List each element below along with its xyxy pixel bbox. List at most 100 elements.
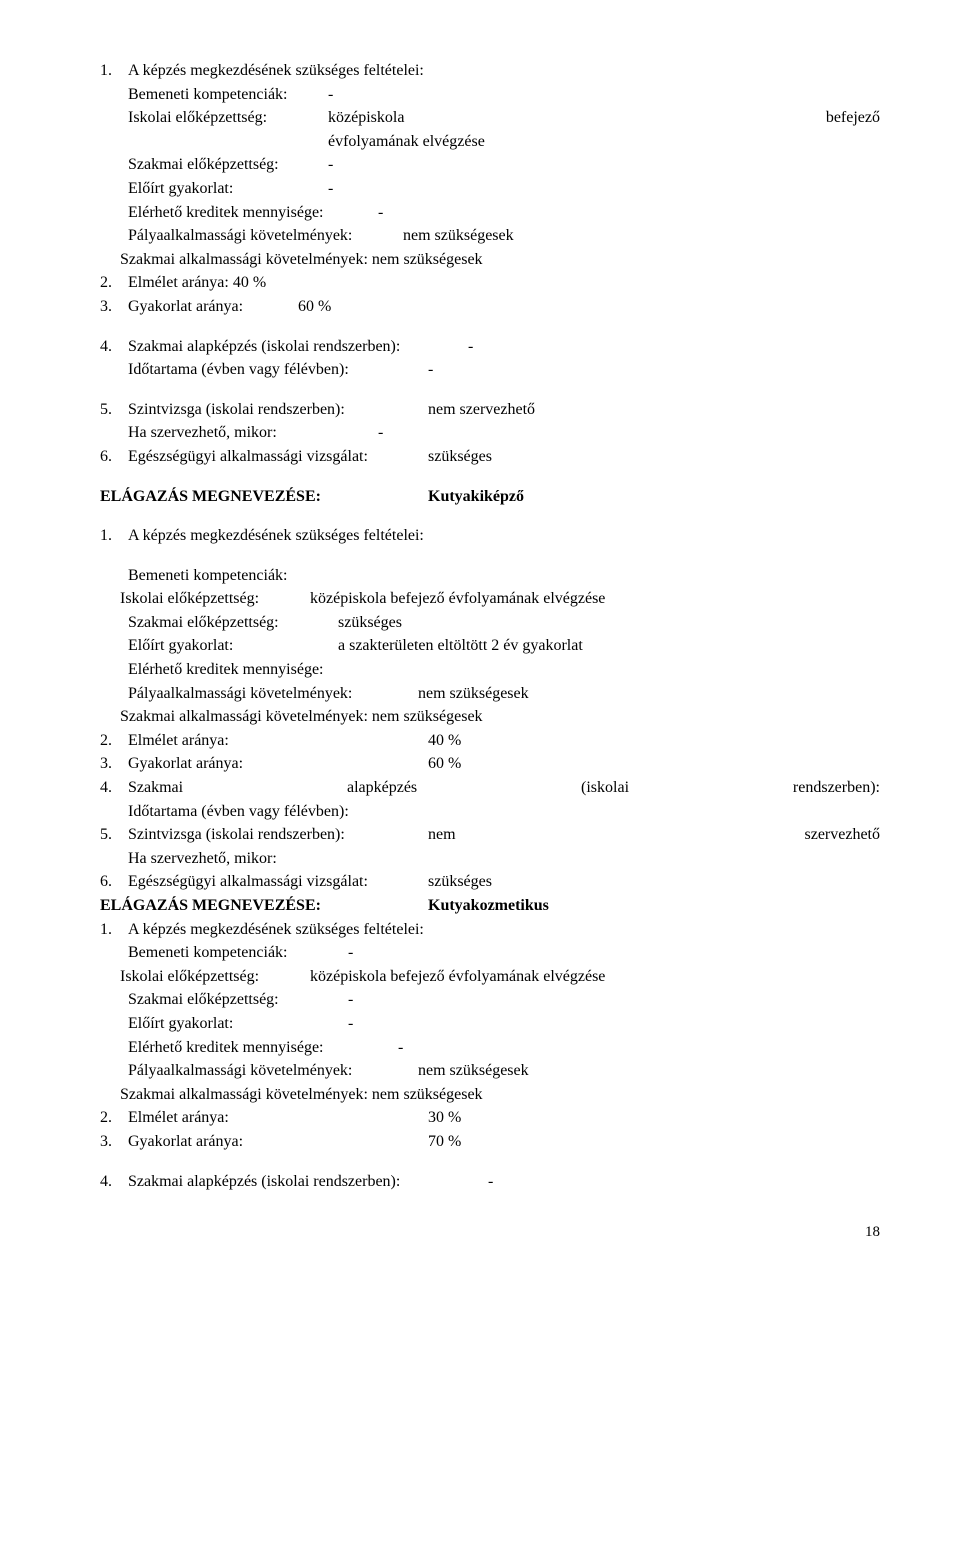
num: 1. xyxy=(100,525,128,547)
label: Szakmai alapképzés (iskolai rendszerben)… xyxy=(128,336,468,358)
label: ELÁGAZÁS MEGNEVEZÉSE: xyxy=(100,895,428,917)
num: 6. xyxy=(100,871,128,893)
sec2-ie: Iskolai előképzettség: középiskola befej… xyxy=(100,588,880,610)
sec2-bk: Bemeneti kompetenciák: xyxy=(100,565,880,587)
sec2-item5b: Ha szervezhető, mikor: xyxy=(100,848,880,870)
value: nem szervezhető xyxy=(428,399,535,421)
sec3-sak: Szakmai alkalmassági követelmények: nem … xyxy=(100,1084,880,1106)
text: A képzés megkezdésének szükséges feltéte… xyxy=(128,525,424,547)
value: 60 % xyxy=(428,753,461,775)
label: Elmélet aránya: xyxy=(128,1107,428,1129)
sec2-ek: Elérhető kreditek mennyisége: xyxy=(100,659,880,681)
value: a szakterületen eltöltött 2 év gyakorlat xyxy=(338,635,583,657)
label: Szintvizsga (iskolai rendszerben): xyxy=(128,824,428,846)
sec1-se: Szakmai előképzettség: - xyxy=(100,154,880,176)
value: - xyxy=(328,154,333,176)
value: középiskola befejező évfolyamának elvégz… xyxy=(310,588,605,610)
sec2-item6: 6. Egészségügyi alkalmassági vizsgálat: … xyxy=(100,871,880,893)
sec2-item3: 3. Gyakorlat aránya: 60 % xyxy=(100,753,880,775)
num: 5. xyxy=(100,399,128,421)
num: 1. xyxy=(100,60,128,82)
value: - xyxy=(328,84,333,106)
label: Előírt gyakorlat: xyxy=(128,1013,348,1035)
label: Egészségügyi alkalmassági vizsgálat: xyxy=(128,446,428,468)
value: 70 % xyxy=(428,1131,461,1153)
sec1-ie-line2: évfolyamának elvégzése xyxy=(100,131,880,153)
num: 2. xyxy=(100,272,128,294)
value: nem szükségesek xyxy=(403,225,514,247)
label: Iskolai előképzettség: xyxy=(120,588,310,610)
sec2-se: Szakmai előképzettség: szükséges xyxy=(100,612,880,634)
label: Időtartama (évben vagy félévben): xyxy=(128,359,428,381)
value: szükséges xyxy=(428,446,492,468)
sec3-bk: Bemeneti kompetenciák: - xyxy=(100,942,880,964)
value: középiskola befejező évfolyamának elvégz… xyxy=(310,966,605,988)
sec1-eg: Előírt gyakorlat: - xyxy=(100,178,880,200)
sec1-item4: 4. Szakmai alapképzés (iskolai rendszerb… xyxy=(100,336,880,358)
branch1-title: ELÁGAZÁS MEGNEVEZÉSE: Kutyakiképző xyxy=(100,486,880,508)
sec3-ie: Iskolai előképzettség: középiskola befej… xyxy=(100,966,880,988)
sec1-item1: 1. A képzés megkezdésének szükséges felt… xyxy=(100,60,880,82)
w2: alapképzés xyxy=(347,777,417,799)
label: Gyakorlat aránya: xyxy=(128,1131,428,1153)
label: Előírt gyakorlat: xyxy=(128,178,328,200)
label: Elérhető kreditek mennyisége: xyxy=(128,202,378,224)
num: 3. xyxy=(100,296,128,318)
sec3-pk: Pályaalkalmassági követelmények: nem szü… xyxy=(100,1060,880,1082)
sec3-item4: 4. Szakmai alapképzés (iskolai rendszerb… xyxy=(100,1171,880,1193)
value: 60 % xyxy=(298,296,331,318)
w1: Szakmai xyxy=(128,777,183,799)
sec1-item5: 5. Szintvizsga (iskolai rendszerben): ne… xyxy=(100,399,880,421)
label: Gyakorlat aránya: xyxy=(128,753,428,775)
sec2-item4: 4.Szakmai alapképzés (iskolai rendszerbe… xyxy=(100,777,880,799)
value: szükséges xyxy=(338,612,402,634)
sec2-sak: Szakmai alkalmassági követelmények: nem … xyxy=(100,706,880,728)
value: - xyxy=(378,422,383,444)
sec3-item2: 2. Elmélet aránya: 30 % xyxy=(100,1107,880,1129)
num: 4. xyxy=(100,1171,128,1193)
value: - xyxy=(328,178,333,200)
sec1-pk: Pályaalkalmassági követelmények: nem szü… xyxy=(100,225,880,247)
text: A képzés megkezdésének szükséges feltéte… xyxy=(128,919,424,941)
label: Bemeneti kompetenciák: xyxy=(128,84,328,106)
value: 30 % xyxy=(428,1107,461,1129)
value: - xyxy=(348,1013,353,1035)
value: nem xyxy=(428,824,456,846)
label: Szakmai előképzettség: xyxy=(128,154,328,176)
num: 5. xyxy=(100,824,128,846)
value: nem szükségesek xyxy=(418,1060,529,1082)
sec1-item6: 6. Egészségügyi alkalmassági vizsgálat: … xyxy=(100,446,880,468)
value-right: befejező xyxy=(826,107,880,129)
sec3-eg: Előírt gyakorlat: - xyxy=(100,1013,880,1035)
sec1-ek: Elérhető kreditek mennyisége: - xyxy=(100,202,880,224)
sec1-item2: 2. Elmélet aránya: 40 % xyxy=(100,272,880,294)
sec1-item5b: Ha szervezhető, mikor: - xyxy=(100,422,880,444)
text: A képzés megkezdésének szükséges feltéte… xyxy=(128,60,424,82)
label: Iskolai előképzettség: xyxy=(128,107,328,129)
num: 3. xyxy=(100,1131,128,1153)
sec1-item3: 3. Gyakorlat aránya: 60 % xyxy=(100,296,880,318)
label: Gyakorlat aránya: xyxy=(128,296,298,318)
sec1-ie: Iskolai előképzettség: középiskola befej… xyxy=(100,107,880,129)
value: Kutyakozmetikus xyxy=(428,895,549,917)
sec1-item4b: Időtartama (évben vagy félévben): - xyxy=(100,359,880,381)
value: Kutyakiképző xyxy=(428,486,524,508)
branch2-title: ELÁGAZÁS MEGNEVEZÉSE: Kutyakozmetikus xyxy=(100,895,880,917)
label: Pályaalkalmassági követelmények: xyxy=(128,683,418,705)
label: Szakmai alapképzés (iskolai rendszerben)… xyxy=(128,1171,488,1193)
w4: rendszerben): xyxy=(793,777,880,799)
label: Pályaalkalmassági követelmények: xyxy=(128,225,403,247)
value: nem szükségesek xyxy=(418,683,529,705)
text: Elmélet aránya: 40 % xyxy=(128,272,266,294)
value: középiskola xyxy=(328,107,488,129)
label: Iskolai előképzettség: xyxy=(120,966,310,988)
value: szükséges xyxy=(428,871,492,893)
label: Szakmai előképzettség: xyxy=(128,612,338,634)
label: Ha szervezhető, mikor: xyxy=(128,422,378,444)
value: - xyxy=(398,1037,403,1059)
w3: (iskolai xyxy=(581,777,629,799)
page-number: 18 xyxy=(100,1222,880,1242)
label: Elérhető kreditek mennyisége: xyxy=(128,1037,398,1059)
value: - xyxy=(428,359,433,381)
value: - xyxy=(348,989,353,1011)
